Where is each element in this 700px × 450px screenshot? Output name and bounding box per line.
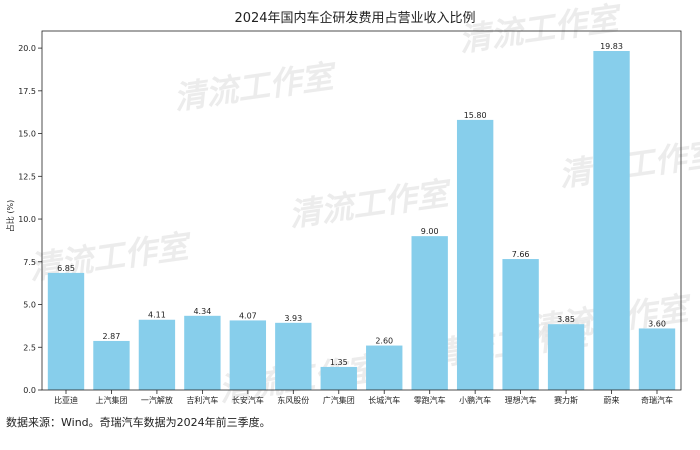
bar-value-label: 4.34 — [193, 307, 211, 316]
bar-value-label: 19.83 — [600, 42, 623, 51]
bar — [502, 259, 539, 390]
bar — [638, 328, 676, 390]
x-tick-label: 吉利汽车 — [186, 395, 218, 405]
bar-value-label: 3.85 — [557, 315, 575, 324]
bar-value-label: 2.87 — [103, 332, 121, 341]
watermark-text: 清流工作室 — [172, 56, 341, 117]
y-tick-label: 7.5 — [23, 258, 36, 267]
y-tick-label: 20.0 — [18, 44, 36, 53]
bar — [138, 319, 176, 390]
bar — [320, 366, 357, 390]
y-tick-label: 2.5 — [23, 343, 36, 352]
bar-value-label: 4.11 — [148, 311, 166, 320]
y-tick-label: 12.5 — [18, 172, 36, 181]
bar-value-label: 9.00 — [421, 227, 439, 236]
bar — [93, 340, 130, 390]
bar — [366, 345, 403, 390]
y-tick-label: 10.0 — [18, 215, 36, 224]
x-tick-label: 一汽解放 — [141, 395, 173, 405]
bar — [47, 272, 85, 390]
bar-value-label: 15.80 — [464, 111, 487, 120]
chart-title: 2024年国内车企研发费用占营业收入比例 — [234, 10, 475, 26]
bar — [456, 119, 494, 391]
x-tick-label: 长城汽车 — [368, 395, 400, 405]
bar-value-label: 1.35 — [330, 358, 348, 367]
x-tick-label: 东风股份 — [277, 395, 309, 405]
source-note: 数据来源：Wind。奇瑞汽车数据为2024年前三季度。 — [6, 416, 271, 429]
bar — [411, 236, 448, 390]
bar-value-label: 3.93 — [284, 314, 302, 323]
x-axis-ticks: 比亚迪 上汽集团 一汽解放 吉利汽车 长安汽车 东风股份 广汽集团 长城汽车 零跑汽车 小鹏汽车 理… — [54, 390, 673, 405]
bar-value-label: 7.66 — [512, 250, 530, 259]
bar — [275, 322, 312, 390]
y-tick-label: 15.0 — [18, 130, 36, 139]
plot-frame — [41, 30, 682, 391]
bar — [547, 324, 585, 390]
bar — [229, 320, 267, 390]
x-tick-label: 理想汽车 — [505, 395, 537, 405]
x-tick-label: 奇瑞汽车 — [641, 395, 673, 405]
x-tick-label: 长安汽车 — [232, 395, 264, 405]
x-tick-label: 零跑汽车 — [414, 395, 446, 405]
x-tick-label: 小鹏汽车 — [459, 395, 491, 405]
y-tick-label: 5.0 — [23, 301, 36, 310]
watermark-text: 清流工作室 — [287, 173, 456, 234]
x-tick-label: 比亚迪 — [54, 395, 78, 405]
y-tick-label: 0.0 — [23, 386, 36, 395]
bar — [184, 315, 221, 390]
x-tick-label: 广汽集团 — [323, 395, 355, 405]
y-tick-label: 17.5 — [18, 87, 36, 96]
bar-value-label: 3.60 — [648, 319, 666, 328]
y-axis-label: 占比 (%) — [5, 200, 15, 232]
y-axis-ticks: 0.0 2.5 5.0 7.5 10.0 12.5 15.0 17.5 20.0 — [18, 44, 42, 395]
bar-value-label: 4.07 — [239, 311, 257, 320]
x-tick-label: 赛力斯 — [554, 395, 578, 405]
bar-value-label: 2.60 — [375, 337, 393, 346]
x-tick-label: 上汽集团 — [95, 395, 127, 405]
bar-value-label: 6.85 — [57, 264, 75, 273]
bar — [593, 51, 630, 390]
bar-series: 6.85 2.87 4.11 4.34 4.07 3.93 1.35 2.60 9.00 15.8… — [47, 42, 676, 391]
x-tick-label: 蔚来 — [604, 395, 620, 405]
